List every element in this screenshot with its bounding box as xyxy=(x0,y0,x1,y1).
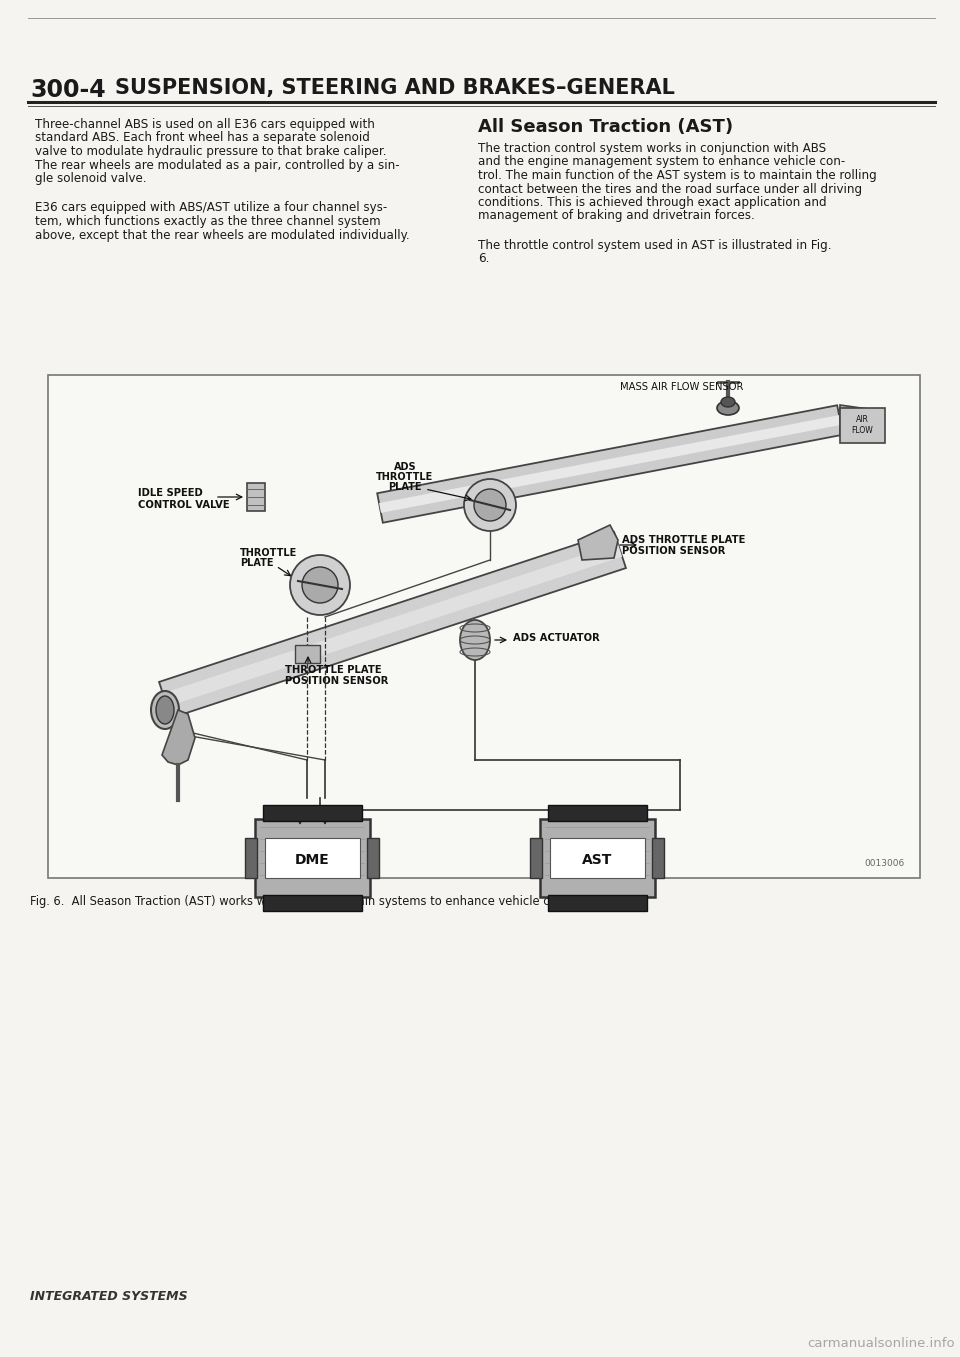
Text: PLATE: PLATE xyxy=(388,482,421,493)
Polygon shape xyxy=(163,543,622,707)
Text: INTEGRATED SYSTEMS: INTEGRATED SYSTEMS xyxy=(30,1291,187,1303)
Text: PLATE: PLATE xyxy=(240,558,274,569)
Text: ADS ACTUATOR: ADS ACTUATOR xyxy=(513,632,600,643)
Text: conditions. This is achieved through exact application and: conditions. This is achieved through exa… xyxy=(478,195,827,209)
Ellipse shape xyxy=(721,398,735,407)
Bar xyxy=(263,896,362,911)
Text: SUSPENSION, STEERING AND BRAKES–GENERAL: SUSPENSION, STEERING AND BRAKES–GENERAL xyxy=(115,77,675,98)
Text: standard ABS. Each front wheel has a separate solenoid: standard ABS. Each front wheel has a sep… xyxy=(35,132,370,144)
Bar xyxy=(295,645,320,664)
Polygon shape xyxy=(159,532,626,718)
Text: 6.: 6. xyxy=(478,252,490,266)
Text: CONTROL VALVE: CONTROL VALVE xyxy=(138,499,229,510)
Text: All Season Traction (AST): All Season Traction (AST) xyxy=(478,118,733,136)
Text: gle solenoid valve.: gle solenoid valve. xyxy=(35,172,147,185)
Ellipse shape xyxy=(460,620,490,660)
Polygon shape xyxy=(379,415,841,513)
Bar xyxy=(550,839,645,878)
Text: THROTTLE: THROTTLE xyxy=(240,548,298,558)
Text: E36 cars equipped with ABS/AST utilize a four channel sys-: E36 cars equipped with ABS/AST utilize a… xyxy=(35,201,387,214)
Text: and the engine management system to enhance vehicle con-: and the engine management system to enha… xyxy=(478,156,845,168)
Bar xyxy=(652,839,664,878)
Bar xyxy=(540,820,655,897)
Text: Fig. 6.  All Season Traction (AST) works with other drivetrain systems to enhanc: Fig. 6. All Season Traction (AST) works … xyxy=(30,896,587,908)
Text: The traction control system works in conjunction with ABS: The traction control system works in con… xyxy=(478,142,827,155)
Text: THROTTLE PLATE: THROTTLE PLATE xyxy=(285,665,382,674)
Text: valve to modulate hydraulic pressure to that brake caliper.: valve to modulate hydraulic pressure to … xyxy=(35,145,387,157)
Text: contact between the tires and the road surface under all driving: contact between the tires and the road s… xyxy=(478,182,862,195)
Text: DME: DME xyxy=(295,854,329,867)
Bar xyxy=(367,839,379,878)
Text: POSITION SENSOR: POSITION SENSOR xyxy=(622,546,726,556)
Text: 0013006: 0013006 xyxy=(865,859,905,868)
Text: 300-4: 300-4 xyxy=(30,77,106,102)
Bar xyxy=(245,839,257,878)
Bar xyxy=(48,375,920,878)
Text: THROTTLE: THROTTLE xyxy=(376,472,434,482)
Circle shape xyxy=(290,555,350,615)
Ellipse shape xyxy=(156,696,174,725)
Bar xyxy=(548,805,647,821)
Text: MASS AIR FLOW SENSOR: MASS AIR FLOW SENSOR xyxy=(620,383,743,392)
Bar xyxy=(247,483,265,512)
Polygon shape xyxy=(377,406,843,522)
Bar xyxy=(255,820,370,897)
Bar xyxy=(263,805,362,821)
Text: The rear wheels are modulated as a pair, controlled by a sin-: The rear wheels are modulated as a pair,… xyxy=(35,159,399,171)
Text: ADS THROTTLE PLATE: ADS THROTTLE PLATE xyxy=(622,535,745,546)
Text: POSITION SENSOR: POSITION SENSOR xyxy=(285,676,389,687)
Bar xyxy=(530,839,542,878)
Text: The throttle control system used in AST is illustrated in Fig.: The throttle control system used in AST … xyxy=(478,239,831,252)
Bar xyxy=(840,408,885,442)
Ellipse shape xyxy=(151,691,179,729)
Bar xyxy=(548,896,647,911)
Text: IDLE SPEED: IDLE SPEED xyxy=(138,489,203,498)
Ellipse shape xyxy=(717,402,739,415)
Polygon shape xyxy=(840,404,875,436)
Polygon shape xyxy=(162,710,195,765)
Text: tem, which functions exactly as the three channel system: tem, which functions exactly as the thre… xyxy=(35,214,380,228)
Text: above, except that the rear wheels are modulated individually.: above, except that the rear wheels are m… xyxy=(35,228,410,242)
Text: ADS: ADS xyxy=(394,461,417,472)
Text: Three-channel ABS is used on all E36 cars equipped with: Three-channel ABS is used on all E36 car… xyxy=(35,118,374,132)
Circle shape xyxy=(302,567,338,603)
Text: management of braking and drivetrain forces.: management of braking and drivetrain for… xyxy=(478,209,755,223)
Text: AST: AST xyxy=(582,854,612,867)
Bar xyxy=(265,839,360,878)
Text: carmanualsonline.info: carmanualsonline.info xyxy=(807,1337,955,1350)
Text: AIR
FLOW: AIR FLOW xyxy=(852,415,873,434)
Circle shape xyxy=(464,479,516,531)
Polygon shape xyxy=(578,525,618,560)
Text: trol. The main function of the AST system is to maintain the rolling: trol. The main function of the AST syste… xyxy=(478,170,876,182)
Circle shape xyxy=(474,489,506,521)
